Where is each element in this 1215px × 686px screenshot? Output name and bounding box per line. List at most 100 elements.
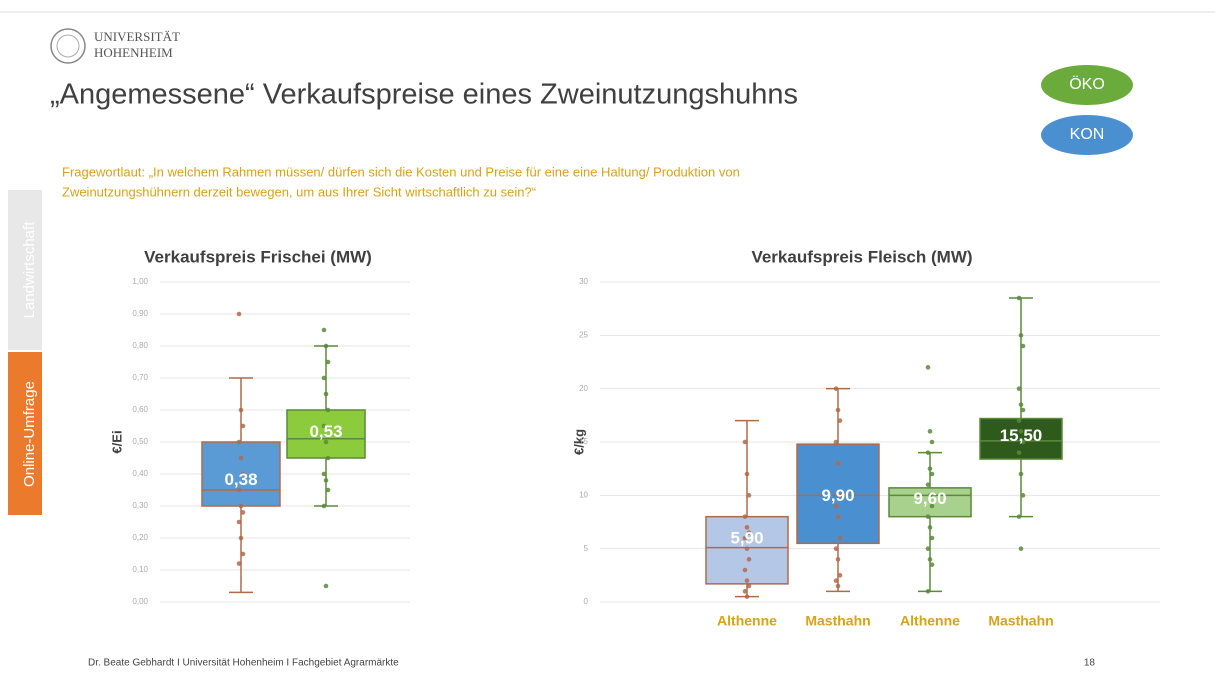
data-point	[927, 429, 933, 434]
data-point	[236, 311, 242, 317]
data-point	[742, 535, 748, 541]
data-point	[1020, 407, 1026, 413]
data-point	[1016, 450, 1022, 455]
mean-label: 9,60	[913, 489, 946, 508]
data-point	[742, 439, 748, 445]
y-tick-label: 0	[584, 597, 589, 606]
data-point	[236, 487, 242, 493]
y-tick-label: 0,00	[132, 597, 148, 606]
y-tick-label: 0,10	[132, 565, 148, 574]
y-tick-label: 0,20	[132, 533, 148, 542]
logo-seal-inner	[56, 34, 80, 58]
mean-label: 15,50	[1000, 426, 1043, 445]
y-tick-label: 25	[579, 330, 588, 339]
sidebar-tab-label: Landwirtschaft	[21, 221, 38, 319]
legend-button[interactable]	[1041, 115, 1133, 155]
x-tick-label: Althenne	[900, 613, 960, 629]
data-point	[929, 503, 935, 509]
data-point	[1018, 333, 1024, 338]
data-point	[837, 535, 843, 541]
x-tick-label: Masthahn	[988, 613, 1053, 629]
data-point	[744, 471, 750, 477]
data-point	[835, 461, 841, 466]
data-point	[835, 514, 841, 519]
y-axis-label: €/Ei	[109, 430, 124, 453]
data-point	[746, 493, 752, 498]
data-point	[1016, 514, 1022, 519]
data-point	[929, 535, 935, 541]
mean-label: 5,90	[730, 529, 763, 548]
y-tick-label: 30	[579, 277, 588, 286]
data-point	[927, 525, 933, 530]
data-point	[746, 557, 752, 562]
data-point	[1020, 493, 1026, 498]
y-axis-label: €/kg	[571, 429, 586, 455]
data-point	[925, 514, 931, 519]
y-tick-label: 0,90	[132, 309, 148, 318]
data-point	[323, 439, 329, 445]
sidebar-tab[interactable]	[8, 190, 42, 350]
data-point	[323, 583, 329, 589]
data-point	[325, 359, 331, 365]
sidebar-tab-label: Online-Umfrage	[21, 381, 38, 487]
data-point	[833, 578, 839, 583]
chart-title: Verkaufspreis Fleisch (MW)	[751, 247, 972, 266]
mean-label: 9,90	[821, 486, 854, 505]
data-point	[1016, 386, 1022, 391]
data-point	[744, 594, 750, 599]
data-point	[1018, 546, 1024, 551]
data-point	[238, 535, 244, 541]
logo-text: UNIVERSITÄT	[94, 29, 180, 44]
y-tick-label: 5	[584, 544, 589, 553]
y-tick-label: 15	[579, 437, 588, 446]
data-point	[744, 525, 750, 530]
data-point	[927, 557, 933, 562]
data-point	[925, 365, 931, 370]
data-point	[833, 546, 839, 551]
mean-label: 0,53	[309, 422, 342, 441]
y-tick-label: 20	[579, 384, 588, 393]
data-point	[835, 407, 841, 413]
data-point	[929, 471, 935, 477]
data-point	[325, 487, 331, 493]
data-point	[323, 478, 329, 483]
data-point	[321, 503, 327, 509]
mean-label: 0,38	[224, 470, 257, 489]
legend-label: ÖKO	[1069, 75, 1105, 93]
y-tick-label: 10	[579, 490, 588, 499]
data-point	[927, 466, 933, 471]
data-point	[837, 418, 843, 423]
data-point	[833, 439, 839, 445]
data-point	[1018, 471, 1024, 477]
y-tick-label: 0,50	[132, 437, 148, 446]
data-point	[325, 407, 331, 413]
data-point	[321, 375, 327, 381]
legend-button[interactable]	[1041, 65, 1133, 105]
data-point	[1020, 343, 1026, 349]
slide-title: „Angemessene“ Verkaufspreise eines Zwein…	[50, 79, 798, 111]
logo-seal	[50, 28, 86, 64]
data-point	[929, 439, 935, 445]
y-tick-label: 0,40	[132, 469, 148, 478]
data-point	[236, 439, 242, 445]
sidebar-tab-active[interactable]	[8, 352, 42, 515]
y-tick-label: 0,80	[132, 341, 148, 350]
y-tick-label: 0,30	[132, 501, 148, 510]
data-point	[742, 567, 748, 573]
page-number: 18	[1084, 658, 1096, 669]
data-point	[837, 573, 843, 578]
data-point	[833, 503, 839, 509]
data-point	[929, 562, 935, 567]
data-point	[744, 546, 750, 551]
footer-text: Dr. Beate Gebhardt I Universität Hohenhe…	[88, 658, 399, 669]
data-point	[240, 471, 246, 477]
data-point	[323, 391, 329, 397]
data-point	[925, 589, 931, 594]
data-point	[744, 578, 750, 583]
data-point	[925, 450, 931, 455]
data-point	[238, 407, 244, 413]
data-point	[240, 551, 246, 557]
question-text: Zweinutzungshühnern derzeit bewegen, um …	[62, 184, 536, 199]
data-point	[240, 423, 246, 429]
